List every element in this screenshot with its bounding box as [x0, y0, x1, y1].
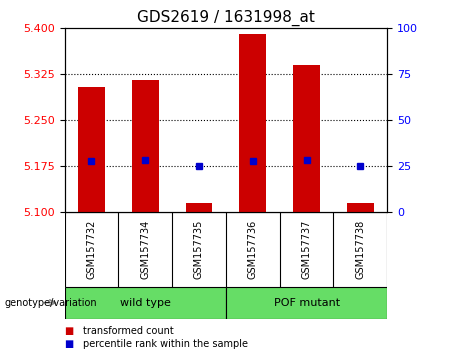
Bar	[239, 34, 266, 212]
Text: ■: ■	[65, 326, 74, 336]
Bar	[78, 87, 105, 212]
Text: GSM157737: GSM157737	[301, 220, 312, 279]
Bar	[347, 203, 374, 212]
Text: GSM157735: GSM157735	[194, 220, 204, 279]
Title: GDS2619 / 1631998_at: GDS2619 / 1631998_at	[137, 9, 315, 25]
Bar	[132, 80, 159, 212]
Bar	[226, 287, 387, 319]
Text: genotype/variation: genotype/variation	[5, 298, 97, 308]
Bar	[293, 65, 320, 212]
Text: ■: ■	[65, 339, 74, 349]
Text: percentile rank within the sample: percentile rank within the sample	[83, 339, 248, 349]
Text: transformed count: transformed count	[83, 326, 174, 336]
Bar	[185, 203, 213, 212]
Text: GSM157736: GSM157736	[248, 220, 258, 279]
Text: POF mutant: POF mutant	[273, 298, 340, 308]
Text: GSM157738: GSM157738	[355, 220, 366, 279]
Bar	[65, 287, 226, 319]
Text: wild type: wild type	[120, 298, 171, 308]
Text: GSM157732: GSM157732	[86, 220, 96, 279]
Text: GSM157734: GSM157734	[140, 220, 150, 279]
